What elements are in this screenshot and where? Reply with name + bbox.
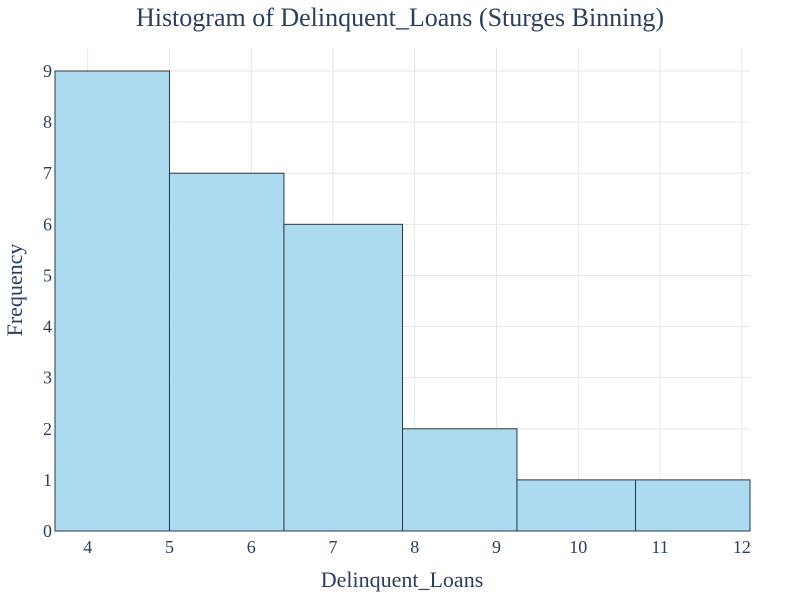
x-tick-labels: 4 5 6 7 8 9 10 11 12 [83, 537, 751, 557]
x-tick-label: 5 [165, 537, 174, 557]
y-tick-label: 0 [43, 521, 52, 541]
x-tick-label: 4 [83, 537, 92, 557]
x-tick-label: 7 [329, 537, 338, 557]
bars [54, 70, 751, 532]
y-tick-label: 4 [43, 317, 52, 337]
histogram-bar [168, 172, 285, 532]
y-tick-label: 2 [43, 419, 52, 439]
x-tick-label: 10 [569, 537, 587, 557]
y-tick-label: 1 [43, 470, 52, 490]
y-tick-label: 3 [43, 368, 52, 388]
y-axis-title: Frequency [2, 244, 27, 337]
histogram-bar [402, 428, 518, 532]
histogram-bar [283, 223, 403, 532]
x-tick-label: 6 [247, 537, 256, 557]
x-tick-label: 11 [651, 537, 668, 557]
x-tick-label: 8 [410, 537, 419, 557]
y-tick-labels: 0 1 2 3 4 5 6 7 8 9 [43, 61, 52, 541]
histogram-bar [516, 479, 637, 532]
histogram-bar [635, 479, 751, 532]
y-tick-label: 9 [43, 61, 52, 81]
x-axis-title: Delinquent_Loans [321, 567, 484, 592]
histogram-bar [54, 70, 170, 532]
chart-title: Histogram of Delinquent_Loans (Sturges B… [136, 3, 664, 32]
y-tick-label: 8 [43, 112, 52, 132]
y-tick-label: 5 [43, 265, 52, 285]
x-tick-label: 12 [733, 537, 751, 557]
y-tick-label: 7 [43, 163, 52, 183]
y-tick-label: 6 [43, 214, 52, 234]
x-tick-label: 9 [492, 537, 501, 557]
